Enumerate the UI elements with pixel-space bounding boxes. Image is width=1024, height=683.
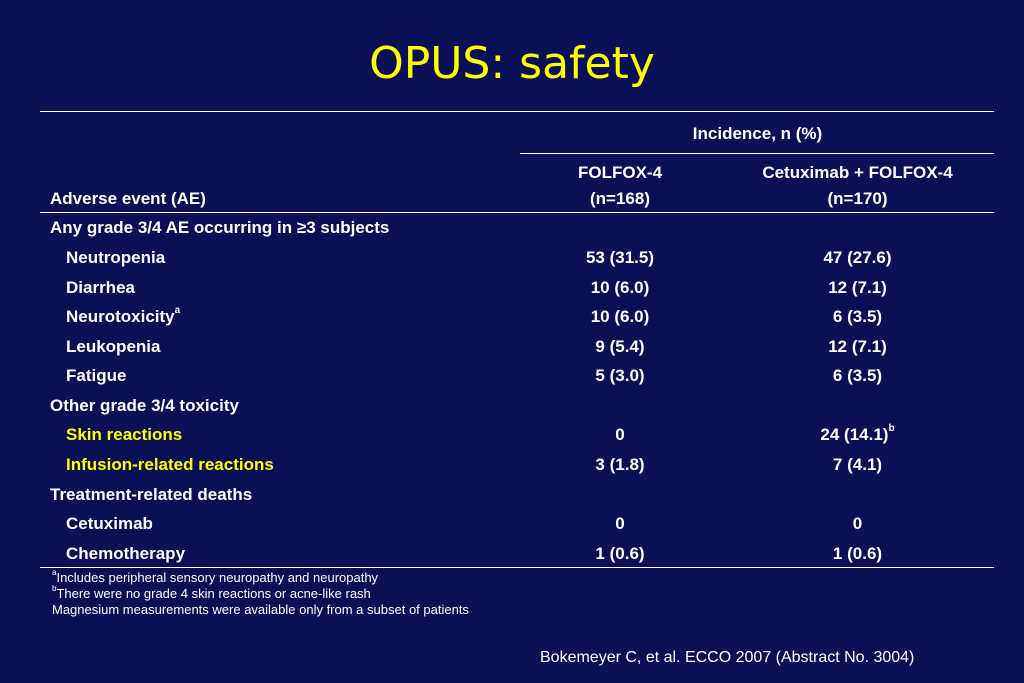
row-value-folfox: 9 (5.4)	[595, 337, 645, 356]
table-bottom-rule	[40, 567, 994, 568]
row-value-cetuximab: 47 (27.6)	[823, 248, 892, 267]
row-value-folfox: 1 (0.6)	[595, 544, 645, 563]
slide-title: OPUS: safety	[369, 38, 655, 89]
table-row: Chemotherapy	[66, 544, 186, 563]
row-value-folfox: 0	[615, 425, 625, 444]
row-value-cetuximab: 1 (0.6)	[832, 544, 883, 563]
row-value-cetuximab: 24 (14.1)b	[720, 423, 995, 445]
row-value-folfox: 53 (31.5)	[585, 248, 655, 267]
incidence-group-header: Incidence, n (%)	[692, 124, 823, 143]
row-value-cetuximab: 7 (4.1)	[832, 455, 883, 474]
footnote-magnesium: Magnesium measurements were available on…	[52, 602, 469, 618]
table-top-rule	[40, 111, 994, 112]
footnote-a: aIncludes peripheral sensory neuropathy …	[52, 567, 379, 586]
row-label: Neurotoxicity	[66, 307, 175, 326]
row-value: 24 (14.1)	[820, 425, 889, 444]
adverse-event-header: Adverse event (AE)	[50, 189, 206, 208]
table-row: Treatment-related deaths	[50, 485, 253, 504]
row-value-folfox: 5 (3.0)	[595, 366, 645, 385]
folfox-header: FOLFOX-4	[577, 163, 663, 182]
cetuximab-folfox-header: Cetuximab + FOLFOX-4	[762, 163, 953, 182]
footnote-mark: b	[888, 423, 895, 435]
row-value-cetuximab: 12 (7.1)	[828, 278, 887, 297]
table-row: Infusion-related reactions	[66, 455, 274, 474]
row-value-cetuximab: 0	[852, 514, 863, 533]
table-row: Cetuximab	[66, 514, 153, 533]
footnote-text: Magnesium measurements were available on…	[52, 602, 469, 617]
row-value-cetuximab: 6 (3.5)	[832, 307, 883, 326]
row-value-folfox: 10 (6.0)	[590, 278, 650, 297]
row-value-cetuximab: 6 (3.5)	[832, 366, 883, 385]
cetuximab-folfox-n: (n=170)	[827, 189, 888, 208]
citation: Bokemeyer C, et al. ECCO 2007 (Abstract …	[540, 649, 915, 666]
footnote-mark: a	[52, 567, 57, 577]
row-value-folfox: 3 (1.8)	[595, 455, 645, 474]
footnote-b: bThere were no grade 4 skin reactions or…	[52, 583, 371, 602]
table-row: Skin reactions	[66, 425, 183, 444]
row-value-folfox: 10 (6.0)	[590, 307, 650, 326]
table-row: Fatigue	[66, 366, 127, 385]
group-header-rule	[520, 153, 994, 154]
footnote-text: Includes peripheral sensory neuropathy a…	[56, 570, 379, 585]
footnote-mark: b	[52, 583, 57, 593]
footnote-text: There were no grade 4 skin reactions or …	[56, 586, 371, 601]
table-row: Diarrhea	[66, 278, 135, 297]
table-row: Leukopenia	[66, 337, 161, 356]
table-row: Any grade 3/4 AE occurring in ≥3 subject…	[50, 218, 390, 237]
row-value-cetuximab: 12 (7.1)	[828, 337, 887, 356]
header-bottom-rule	[40, 212, 994, 213]
folfox-n: (n=168)	[590, 189, 650, 208]
table-row: Other grade 3/4 toxicity	[50, 396, 239, 415]
footnote-mark: a	[174, 305, 181, 317]
table-row: Neutropenia	[66, 248, 166, 267]
row-value-folfox: 0	[615, 514, 625, 533]
table-row: Neurotoxicitya	[66, 305, 181, 327]
